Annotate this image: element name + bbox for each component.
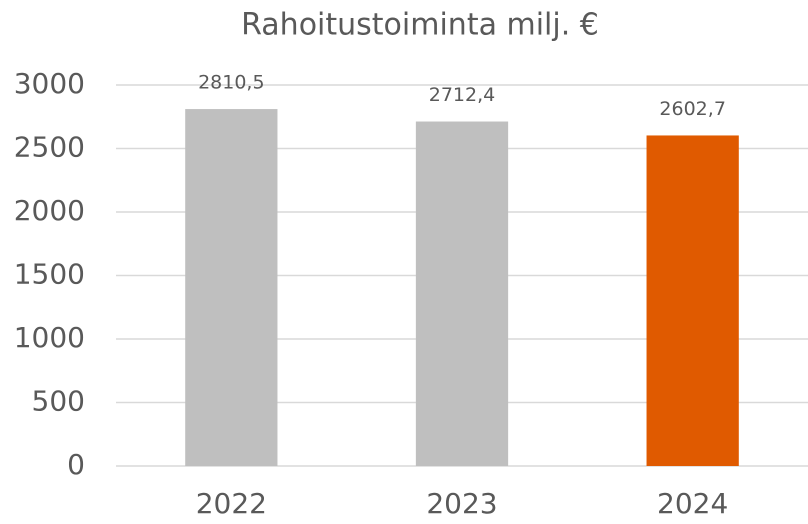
data-label: 2712,4 [429, 84, 495, 106]
y-tick-label: 1500 [14, 258, 85, 291]
bar [185, 109, 278, 466]
data-label: 2602,7 [659, 98, 725, 120]
bar [646, 135, 739, 467]
data-label: 2810,5 [198, 72, 264, 94]
x-tick-label: 2022 [196, 487, 267, 520]
y-tick-label: 3000 [14, 67, 85, 100]
y-tick-label: 2000 [14, 194, 85, 227]
y-tick-label: 2500 [14, 131, 85, 164]
bar [415, 121, 509, 466]
y-tick-label: 0 [67, 448, 85, 481]
x-tick-label: 2023 [426, 487, 497, 520]
chart-title: Rahoitustoiminta milj. € [241, 8, 599, 43]
y-tick-label: 1000 [14, 321, 85, 354]
y-tick-label: 500 [32, 385, 85, 418]
x-tick-label: 2024 [657, 487, 728, 520]
